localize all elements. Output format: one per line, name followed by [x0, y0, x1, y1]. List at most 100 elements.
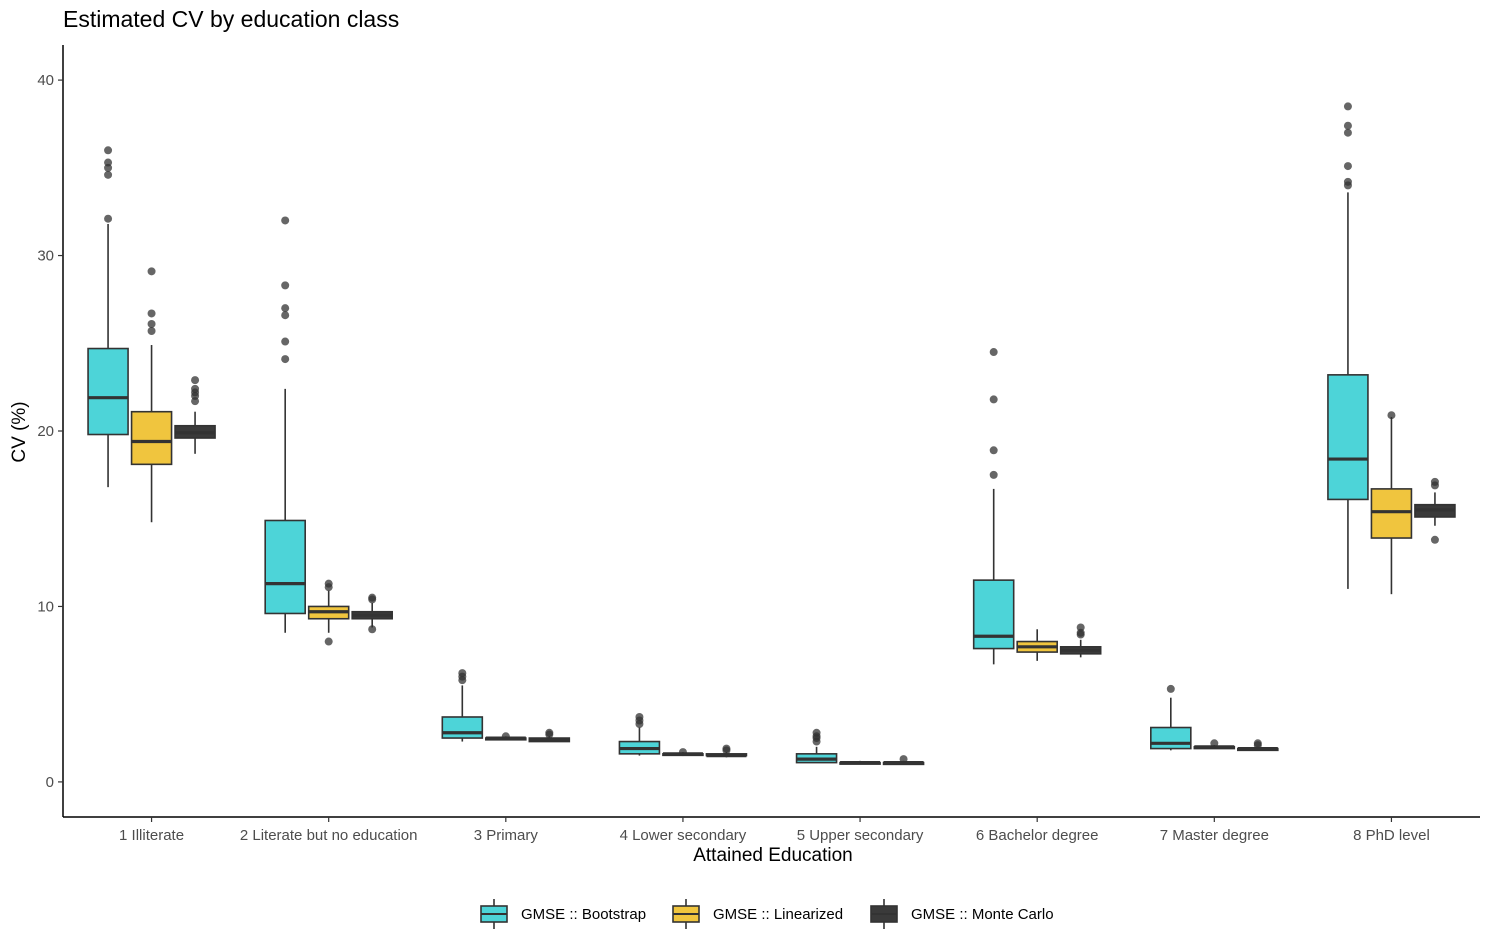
legend-item: GMSE :: Bootstrap [480, 899, 646, 929]
outlier-point [989, 348, 998, 357]
legend-label: GMSE :: Monte Carlo [911, 906, 1054, 923]
outlier-point [1210, 739, 1219, 748]
outlier-point [989, 470, 998, 479]
box-group [1414, 477, 1456, 544]
box-group [528, 728, 571, 743]
box [130, 410, 173, 466]
outlier-point [1076, 623, 1085, 632]
box-group [662, 748, 704, 757]
series-gmse-bootstrap [87, 102, 1369, 764]
outlier-point [104, 158, 113, 167]
outlier-point [281, 311, 290, 320]
outlier-point [1343, 128, 1352, 137]
outlier-point [324, 579, 333, 588]
legend-label: GMSE :: Bootstrap [521, 906, 646, 923]
outlier-point [899, 755, 908, 764]
x-tick-label: 5 Upper secondary [797, 827, 924, 844]
box-group [705, 744, 748, 758]
outlier-point [1343, 177, 1352, 186]
y-axis: 0 10 20 30 40 [37, 45, 64, 817]
box-group [1327, 102, 1369, 589]
box-group [795, 728, 838, 764]
outlier-point [722, 744, 731, 753]
outlier-point [1430, 535, 1439, 544]
box-group [618, 712, 661, 756]
outlier-point [1387, 411, 1396, 420]
outlier-point [1253, 739, 1262, 748]
y-tick-label: 40 [37, 72, 54, 89]
legend-item: GMSE :: Linearized [672, 899, 843, 929]
outlier-point [368, 593, 377, 602]
box-group [307, 579, 350, 646]
outlier-point [147, 326, 156, 335]
outlier-point [458, 669, 467, 678]
outlier-point [635, 712, 644, 721]
box-group [839, 760, 881, 765]
box-group [972, 348, 1015, 665]
box [264, 519, 306, 615]
x-axis: 1 Illiterate 2 Literate but no education 3… [63, 816, 1480, 844]
y-axis-label: CV (%) [9, 401, 30, 462]
box-group [882, 755, 925, 766]
outlier-point [191, 376, 200, 385]
box-group [1370, 411, 1413, 595]
box [1370, 488, 1413, 539]
box-group [1059, 623, 1102, 658]
x-axis-label: Attained Education [693, 845, 853, 866]
y-tick-label: 20 [37, 423, 54, 440]
box-group [1016, 629, 1058, 661]
outlier-point [281, 337, 290, 346]
outlier-point [1430, 477, 1439, 486]
outlier-point [147, 267, 156, 276]
x-tick-label: 8 PhD level [1353, 827, 1430, 844]
outlier-point [281, 216, 290, 225]
outlier-point [1343, 102, 1352, 111]
chart-title: Estimated CV by education class [63, 6, 399, 32]
outlier-point [1166, 684, 1175, 693]
box [87, 347, 129, 436]
box [1150, 726, 1192, 750]
outlier-point [281, 281, 290, 290]
box-group [87, 146, 129, 488]
box-group [1237, 739, 1279, 752]
box-group [485, 732, 527, 741]
box [1327, 374, 1369, 501]
box-group [174, 376, 216, 454]
outlier-point [147, 309, 156, 318]
box-group [130, 267, 173, 523]
legend: GMSE :: Bootstrap GMSE :: Linearized GMSE … [480, 899, 1054, 929]
outlier-point [104, 170, 113, 179]
series-gmse-linearized [130, 267, 1413, 765]
box-group [264, 216, 306, 633]
x-tick-label: 6 Bachelor degree [976, 827, 1099, 844]
outlier-point [1343, 162, 1352, 171]
x-tick-label: 1 Illiterate [119, 827, 184, 844]
outlier-point [324, 637, 333, 646]
outlier-point [104, 146, 113, 155]
series-gmse-monte-carlo [174, 376, 1456, 766]
y-tick-label: 10 [37, 598, 54, 615]
outlier-point [989, 446, 998, 455]
box [441, 716, 484, 739]
box-group [351, 593, 393, 634]
outlier-point [501, 732, 510, 741]
x-tick-label: 7 Master degree [1160, 827, 1269, 844]
outlier-point [281, 355, 290, 364]
outlier-point [1343, 121, 1352, 130]
box [972, 579, 1015, 650]
outlier-point [678, 748, 687, 757]
plot-area [87, 102, 1456, 766]
y-tick-label: 0 [46, 774, 54, 791]
x-tick-label: 4 Lower secondary [620, 827, 747, 844]
x-tick-label: 2 Literate but no education [240, 827, 418, 844]
legend-item: GMSE :: Monte Carlo [870, 899, 1054, 929]
box-group [441, 669, 484, 742]
outlier-point [989, 395, 998, 404]
y-tick-label: 30 [37, 248, 54, 265]
box-group [1193, 739, 1236, 750]
outlier-point [812, 728, 821, 737]
outlier-point [545, 728, 554, 737]
outlier-point [147, 319, 156, 328]
outlier-point [191, 384, 200, 393]
